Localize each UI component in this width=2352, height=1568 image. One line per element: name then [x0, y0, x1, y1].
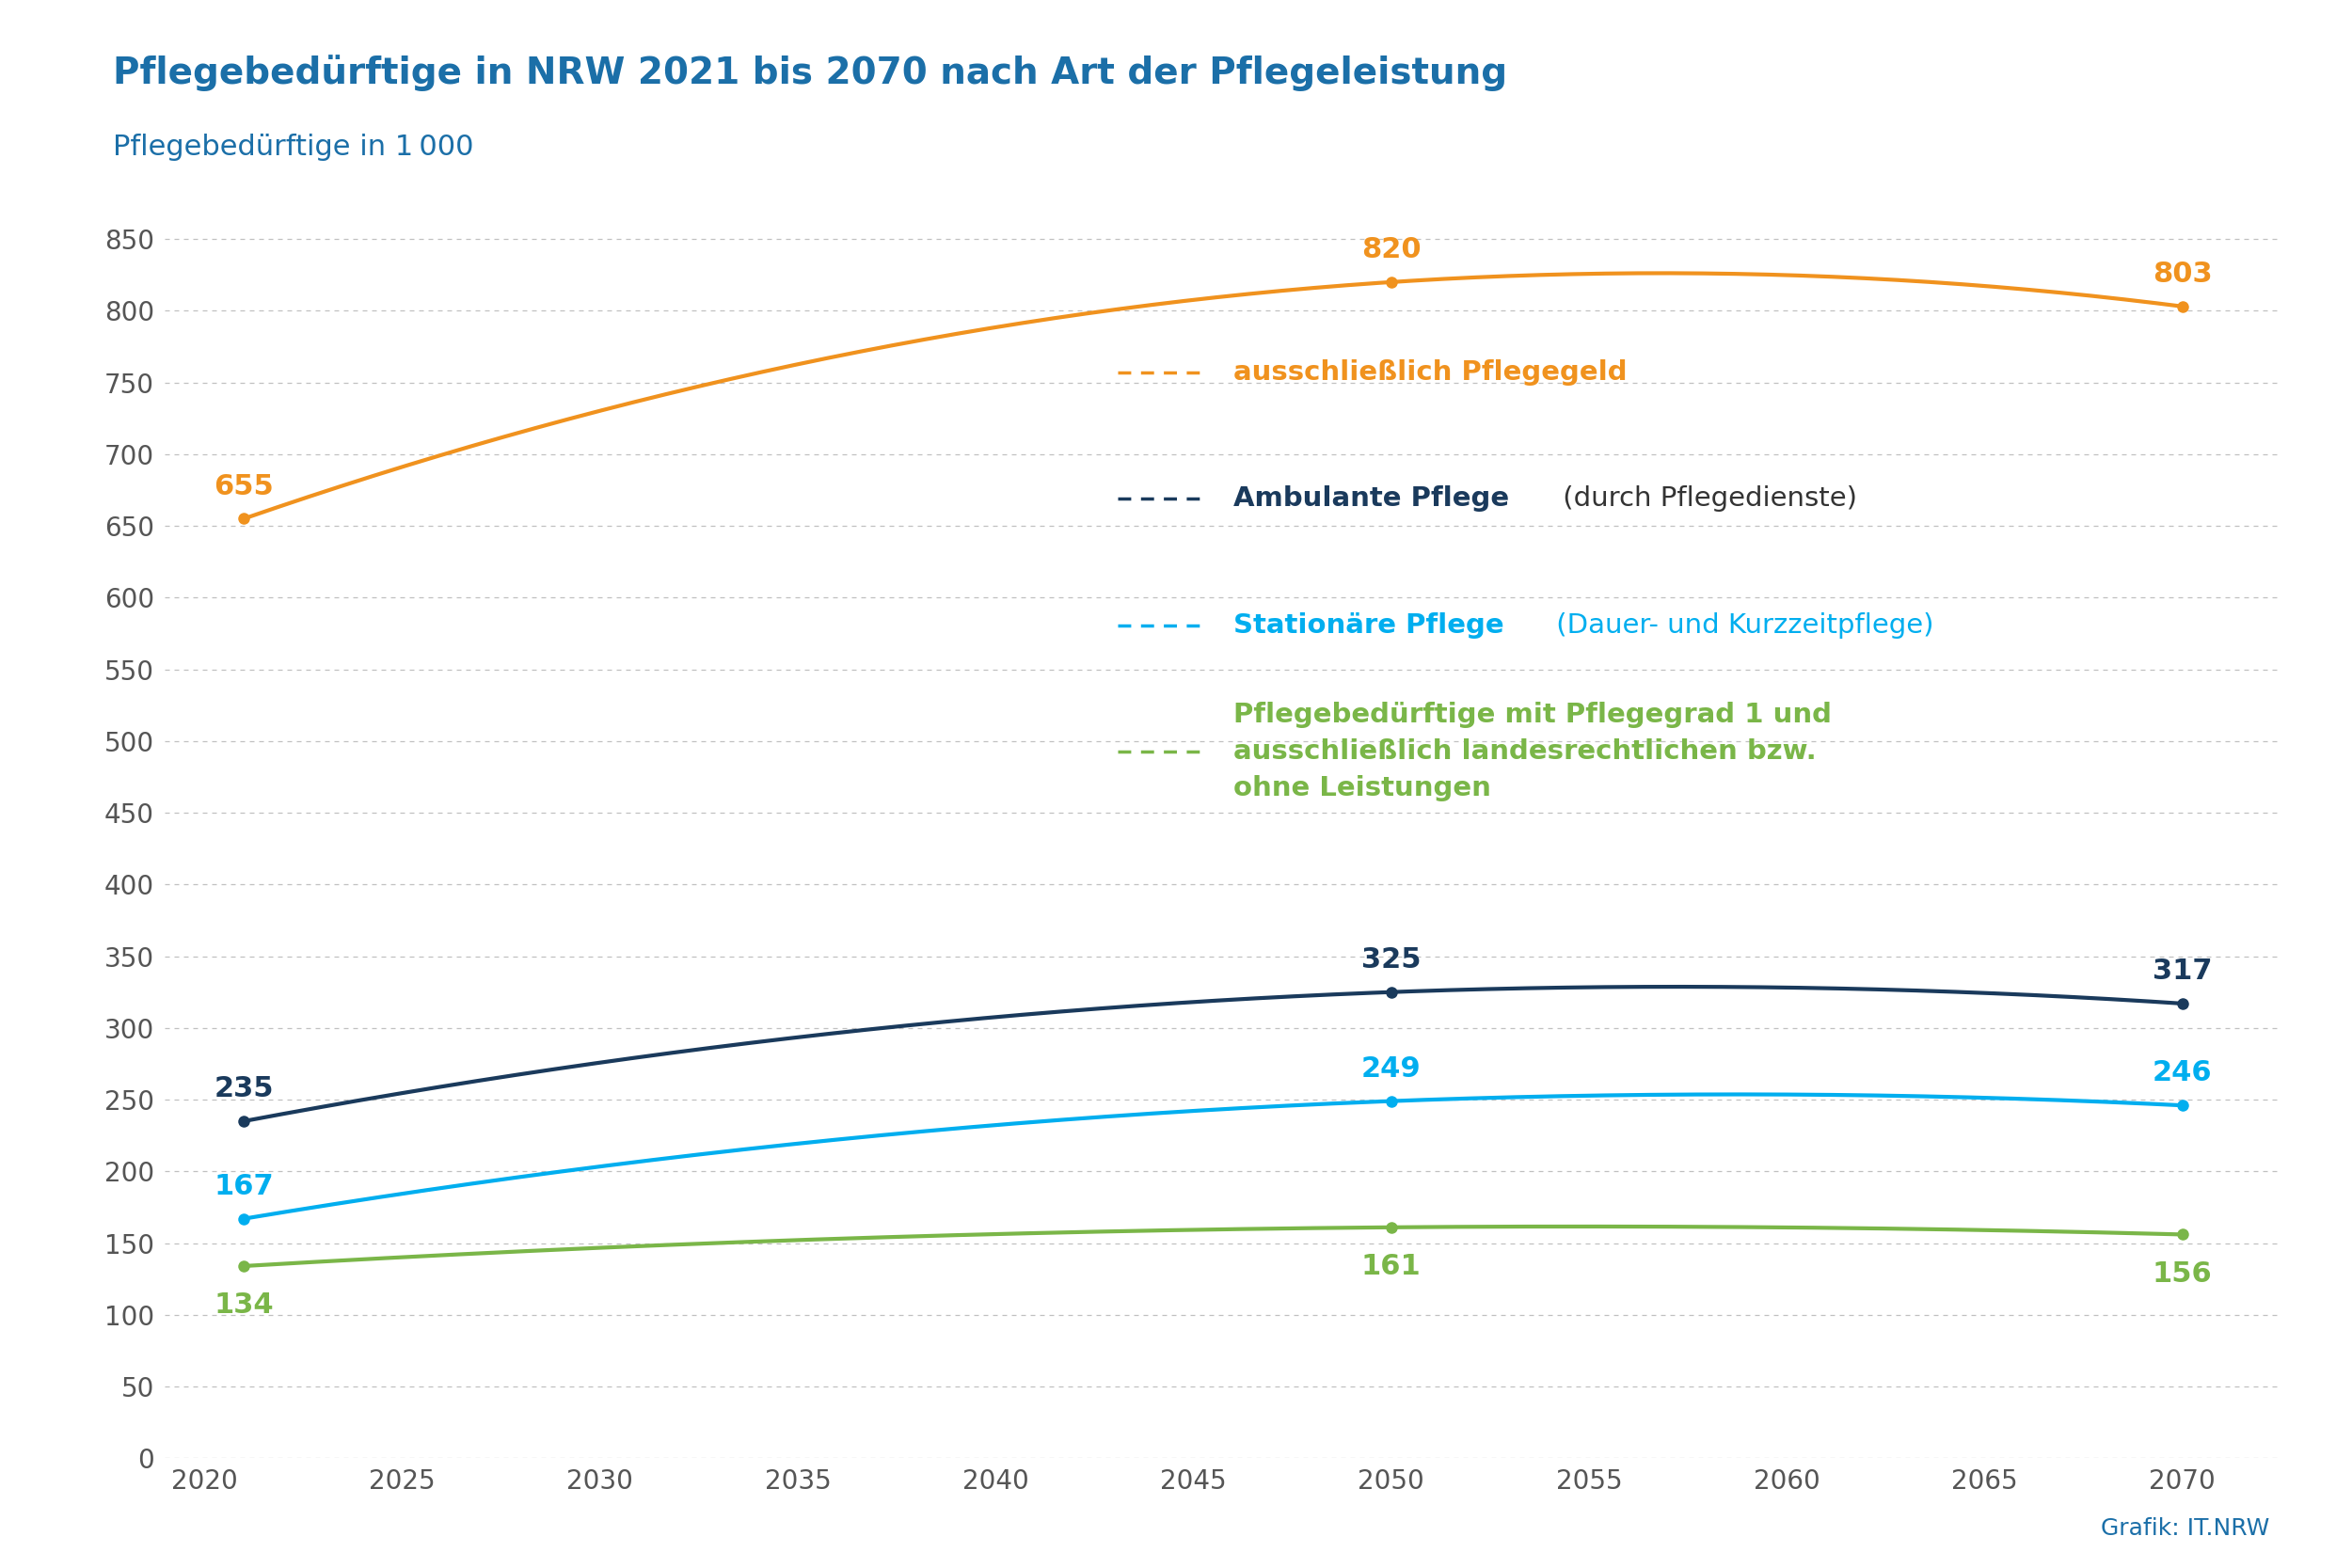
Text: (durch Pflegedienste): (durch Pflegedienste)	[1555, 486, 1856, 513]
Text: 249: 249	[1362, 1055, 1421, 1082]
Text: (Dauer- und Kurzzeitpflege): (Dauer- und Kurzzeitpflege)	[1548, 612, 1933, 638]
Text: Grafik: IT.NRW: Grafik: IT.NRW	[2100, 1518, 2270, 1540]
Text: 134: 134	[214, 1292, 273, 1319]
Text: 820: 820	[1362, 237, 1421, 263]
Text: Pflegebedürftige in 1 000: Pflegebedürftige in 1 000	[113, 133, 473, 160]
Text: Pflegebedürftige mit Pflegegrad 1 und
ausschließlich landesrechtlichen bzw.
ohne: Pflegebedürftige mit Pflegegrad 1 und au…	[1235, 701, 1832, 801]
Text: Stationäre Pflege: Stationäre Pflege	[1235, 612, 1505, 638]
Text: 161: 161	[1362, 1253, 1421, 1281]
Text: 655: 655	[214, 474, 273, 500]
Text: 235: 235	[214, 1076, 273, 1102]
Text: ausschließlich Pflegegeld: ausschließlich Pflegegeld	[1235, 359, 1628, 386]
Text: 156: 156	[2152, 1261, 2213, 1287]
Text: 317: 317	[2152, 958, 2213, 985]
Text: 246: 246	[2152, 1060, 2213, 1087]
Text: Ambulante Pflege: Ambulante Pflege	[1235, 486, 1510, 513]
Text: 325: 325	[1362, 946, 1421, 974]
Text: 803: 803	[2152, 260, 2213, 289]
Text: Pflegebedürftige in NRW 2021 bis 2070 nach Art der Pflegeleistung: Pflegebedürftige in NRW 2021 bis 2070 na…	[113, 55, 1508, 91]
Text: 167: 167	[214, 1173, 273, 1200]
